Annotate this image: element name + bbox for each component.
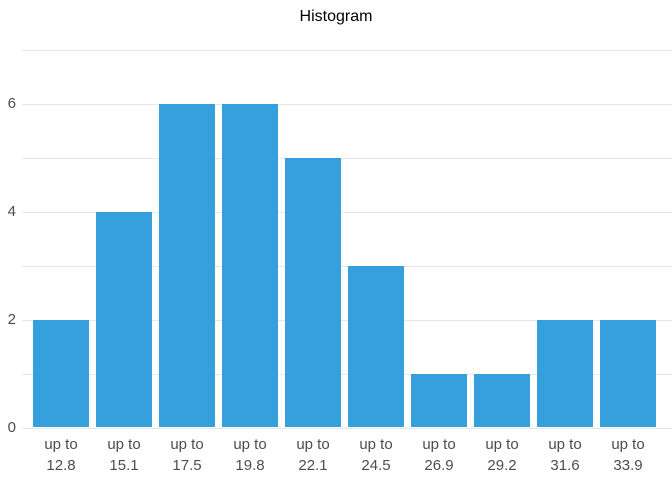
x-tick-label: up to 29.2	[485, 436, 519, 474]
x-tick-label: up to 15.1	[107, 436, 141, 474]
bar	[96, 212, 152, 427]
x-tick-label: up to 17.5	[170, 436, 204, 474]
bar	[348, 266, 404, 427]
x-tick-label: up to 22.1	[296, 436, 330, 474]
bar	[411, 374, 467, 427]
x-tick-label: up to 19.8	[233, 436, 267, 474]
x-tick-label: up to 24.5	[359, 436, 393, 474]
bar	[600, 320, 656, 427]
x-tick-label: up to 12.8	[44, 436, 78, 474]
gridline	[22, 428, 672, 429]
bar	[285, 158, 341, 427]
gridline	[22, 266, 672, 267]
bar	[537, 320, 593, 427]
gridline	[22, 158, 672, 159]
y-tick-label: 4	[7, 203, 16, 220]
bar	[159, 104, 215, 427]
x-tick-label: up to 26.9	[422, 436, 456, 474]
bar	[222, 104, 278, 427]
chart-title: Histogram	[299, 8, 373, 25]
gridline	[22, 50, 672, 51]
y-tick-label: 2	[7, 311, 16, 328]
y-tick-label: 0	[7, 419, 16, 436]
y-tick-label: 6	[7, 95, 16, 112]
gridline	[22, 320, 672, 321]
gridline	[22, 104, 672, 105]
bar	[474, 374, 530, 427]
gridline	[22, 374, 672, 375]
bar	[33, 320, 89, 427]
x-tick-label: up to 33.9	[611, 436, 645, 474]
x-tick-label: up to 31.6	[548, 436, 582, 474]
gridline	[22, 212, 672, 213]
